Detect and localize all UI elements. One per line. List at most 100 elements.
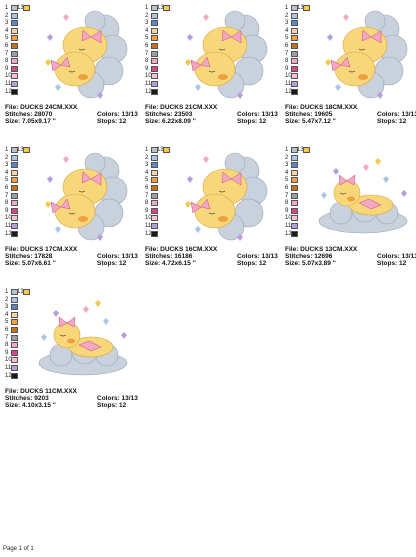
file-name: File: DUCKS 24CM.XXX (5, 104, 78, 111)
swatch-number: 7 (5, 192, 9, 199)
swatch-number: 3 (5, 20, 9, 27)
swatch-number: 13 (17, 289, 24, 295)
color-swatch (291, 58, 298, 65)
stitches: Stitches: 12696 (285, 253, 333, 260)
color-swatch (291, 81, 298, 87)
color-swatch (151, 200, 158, 207)
swatch-number: 3 (145, 162, 149, 169)
color-swatch (151, 35, 158, 42)
swatch-number: 6 (5, 185, 9, 191)
design-card: 1 2 3 4 5 6 7 8 9 10 11 12 13 File: DUCKS 16CM.XXX St… (145, 147, 280, 282)
swatch-number: 7 (285, 50, 289, 57)
color-swatch (291, 230, 298, 237)
color-swatch (23, 289, 30, 295)
color-swatch (11, 88, 18, 95)
color-swatch (291, 20, 298, 27)
color-swatch (291, 169, 298, 176)
color-swatch (11, 327, 18, 333)
color-swatch (303, 5, 310, 11)
swatch-number: 2 (5, 154, 9, 161)
swatch-number: 8 (5, 342, 9, 349)
file-name: File: DUCKS 16CM.XXX (145, 246, 218, 253)
swatch-number: 8 (145, 58, 149, 65)
color-swatch (11, 185, 18, 191)
swatch-number: 4 (5, 169, 9, 176)
color-swatch (291, 27, 298, 34)
color-swatch (151, 12, 158, 19)
swatch-number: 8 (5, 58, 9, 65)
swatch-number: 3 (285, 162, 289, 169)
color-swatch (151, 20, 158, 27)
swatch-number: 8 (285, 200, 289, 207)
swatch-number: 3 (5, 162, 9, 169)
file-name: File: DUCKS 17CM.XXX (5, 246, 78, 253)
color-swatch (151, 185, 158, 191)
design-card: 1 2 3 4 5 6 7 8 9 10 11 12 13 File: DUCKS 21CM.XXX St… (145, 5, 280, 140)
color-swatch (151, 50, 158, 57)
swatch-number: 11 (5, 223, 12, 229)
color-swatch (11, 311, 18, 318)
swatch-number: 6 (145, 185, 149, 191)
color-swatch (291, 185, 298, 191)
swatch-number: 7 (145, 50, 149, 57)
color-swatch (151, 192, 158, 199)
swatch-number: 10 (145, 73, 152, 80)
design-preview (173, 149, 273, 249)
stops: Stops: 12 (237, 260, 267, 267)
color-swatch (11, 372, 18, 379)
color-swatch (11, 342, 18, 349)
swatch-number: 1 (145, 5, 149, 11)
color-swatch (11, 35, 18, 42)
color-swatch (11, 43, 18, 49)
duck-illustration (38, 300, 128, 376)
stitches: Stitches: 23503 (145, 111, 193, 118)
design-card: 1 2 3 4 5 6 7 8 9 10 11 12 13 File: DUCKS 24CM.XXX St… (5, 5, 140, 140)
size: Size: 4.72x6.15 '' (145, 260, 196, 267)
color-swatch (11, 289, 18, 295)
color-swatch (291, 12, 298, 19)
color-swatch (11, 215, 18, 222)
color-swatch (11, 65, 18, 72)
color-swatch (23, 147, 30, 153)
swatch-number: 2 (285, 12, 289, 19)
colors: Colors: 13/13 (237, 111, 278, 118)
swatch-number: 12 (285, 88, 292, 95)
colors: Colors: 13/13 (377, 253, 416, 260)
colors: Colors: 13/13 (377, 111, 416, 118)
design-preview (173, 7, 273, 107)
color-swatch (291, 200, 298, 207)
swatch-number: 7 (5, 50, 9, 57)
swatch-number: 9 (285, 207, 289, 214)
duck-illustration (325, 10, 408, 99)
swatch-number: 10 (285, 73, 292, 80)
design-preview (33, 7, 133, 107)
design-preview (33, 149, 133, 249)
swatch-number: 2 (5, 296, 9, 303)
swatch-number: 4 (145, 27, 149, 34)
swatch-number: 1 (5, 289, 9, 295)
color-swatch (291, 35, 298, 42)
color-swatch (291, 207, 298, 214)
stops: Stops: 12 (377, 118, 407, 125)
swatch-number: 12 (145, 230, 152, 237)
duck-illustration (318, 158, 408, 234)
color-swatch (163, 5, 170, 11)
color-swatch (291, 43, 298, 49)
swatch-number: 10 (5, 357, 12, 364)
size: Size: 6.22x8.09 '' (145, 118, 196, 125)
swatch-number: 8 (285, 58, 289, 65)
color-swatch (151, 88, 158, 95)
swatch-number: 2 (5, 12, 9, 19)
color-swatch (291, 192, 298, 199)
swatch-number: 3 (285, 20, 289, 27)
color-swatch (151, 81, 158, 87)
color-swatch (151, 230, 158, 237)
color-swatch (11, 230, 18, 237)
color-swatch (291, 50, 298, 57)
color-swatch (151, 169, 158, 176)
color-swatch (11, 12, 18, 19)
swatch-number: 11 (145, 81, 152, 87)
color-swatch (291, 162, 298, 169)
swatch-number: 13 (17, 147, 24, 153)
color-swatch (11, 319, 18, 326)
